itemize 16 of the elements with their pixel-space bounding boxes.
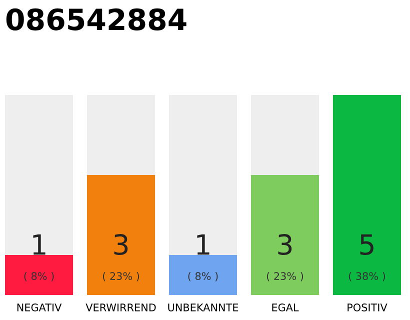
x-tick-label: POSITIV xyxy=(348,304,388,312)
annotation: ( 38% ) xyxy=(348,272,386,282)
data-label: 5 xyxy=(360,234,374,256)
x-tick-label: NEGATIV xyxy=(17,304,62,312)
data-label: 3 xyxy=(278,234,292,256)
chart-title: 086542884 xyxy=(6,8,186,30)
annotation: ( 23% ) xyxy=(266,272,304,282)
data-label: 3 xyxy=(114,234,128,256)
data-label: 1 xyxy=(197,234,210,255)
x-tick-label: UNBEKANNTE xyxy=(168,304,238,312)
x-tick-label: EGAL xyxy=(272,304,299,312)
annotation: ( 23% ) xyxy=(102,272,140,282)
annotation: ( 8% ) xyxy=(188,272,218,282)
x-tick-label: VERWIRREND xyxy=(86,304,156,312)
annotation: ( 8% ) xyxy=(24,272,54,282)
data-label: 1 xyxy=(33,234,46,255)
